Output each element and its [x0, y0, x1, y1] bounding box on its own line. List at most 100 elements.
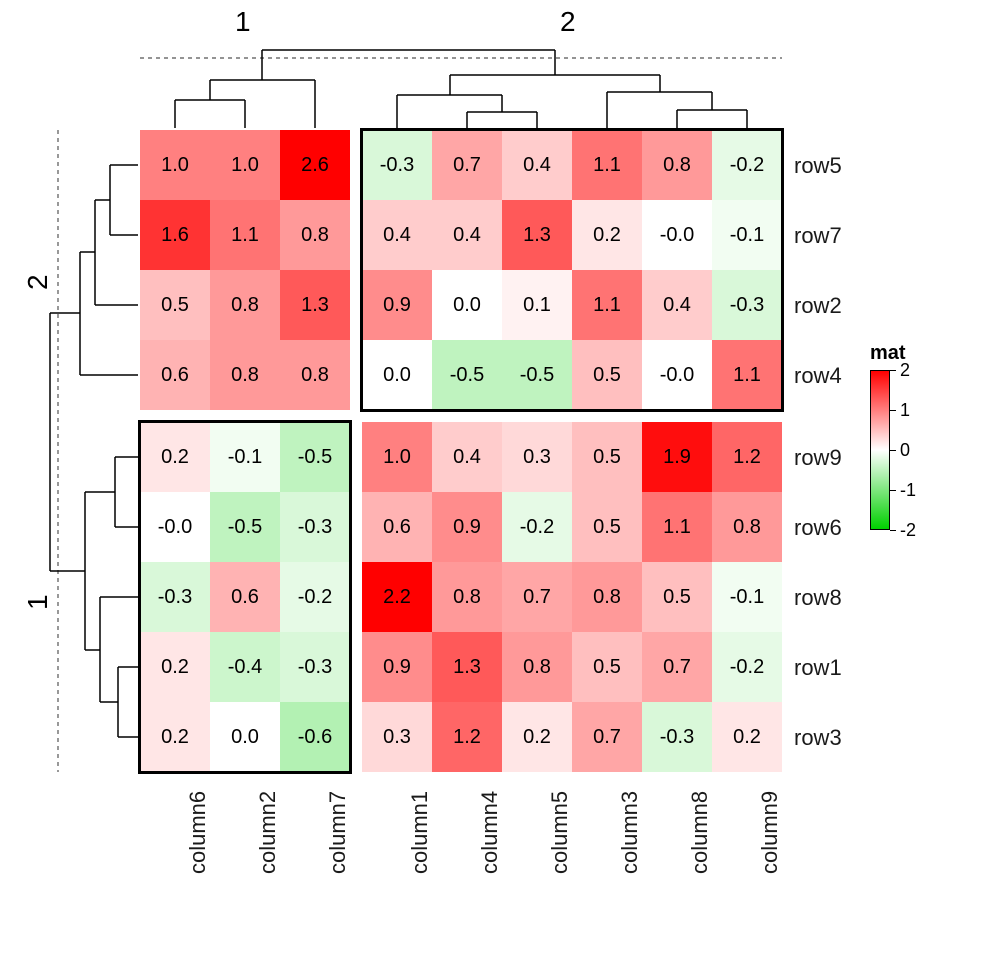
col-dendrogram — [140, 40, 782, 130]
heatmap-cell: 0.5 — [572, 340, 642, 410]
heatmap-cell: 0.4 — [362, 200, 432, 270]
col-label: column3 — [617, 791, 643, 874]
legend-tick-line — [890, 410, 896, 411]
heatmap-cell: -0.5 — [210, 492, 280, 562]
heatmap-cell: 0.5 — [572, 422, 642, 492]
heatmap-cell: 0.2 — [502, 702, 572, 772]
legend-tick-label: 2 — [900, 360, 910, 381]
heatmap-cell: 1.1 — [572, 270, 642, 340]
heatmap-cell: 0.8 — [572, 562, 642, 632]
heatmap-cell: 0.4 — [502, 130, 572, 200]
heatmap-cell: -0.3 — [362, 130, 432, 200]
heatmap-cell: 0.5 — [572, 492, 642, 562]
heatmap-cell: 0.9 — [362, 270, 432, 340]
legend-tick-label: 0 — [900, 440, 910, 461]
legend-tick-line — [890, 530, 896, 531]
heatmap-cell: 1.2 — [712, 422, 782, 492]
heatmap-cell: 0.3 — [362, 702, 432, 772]
heatmap-cell: 0.5 — [572, 632, 642, 702]
heatmap-cell: 2.2 — [362, 562, 432, 632]
heatmap-cell: 0.7 — [572, 702, 642, 772]
heatmap-body: 1.01.02.6-0.30.70.41.10.8-0.21.61.10.80.… — [140, 130, 782, 772]
heatmap-cell: 0.8 — [502, 632, 572, 702]
heatmap-cell: 0.6 — [140, 340, 210, 410]
heatmap-cell: 1.3 — [502, 200, 572, 270]
heatmap-cell: -0.3 — [712, 270, 782, 340]
heatmap-cell: 1.0 — [140, 130, 210, 200]
heatmap-cell: 0.4 — [432, 422, 502, 492]
heatmap-cell: -0.1 — [712, 200, 782, 270]
heatmap-cell: 0.0 — [362, 340, 432, 410]
heatmap-cell: -0.3 — [140, 562, 210, 632]
heatmap-cell: -0.5 — [502, 340, 572, 410]
heatmap-cell: -0.6 — [280, 702, 350, 772]
heatmap-cell: 0.7 — [432, 130, 502, 200]
heatmap-cell: -0.0 — [642, 200, 712, 270]
heatmap-cell: 0.5 — [140, 270, 210, 340]
heatmap-cell: 1.1 — [572, 130, 642, 200]
heatmap-cell: 1.3 — [432, 632, 502, 702]
heatmap-cell: 0.9 — [362, 632, 432, 702]
heatmap-cell: 0.8 — [210, 270, 280, 340]
heatmap-cell: -0.2 — [712, 632, 782, 702]
heatmap-cell: 0.1 — [502, 270, 572, 340]
row-label: row8 — [794, 585, 842, 611]
heatmap-cell: 1.9 — [642, 422, 712, 492]
heatmap-cell: -0.3 — [280, 632, 350, 702]
heatmap-cell: -0.5 — [280, 422, 350, 492]
heatmap-cell: -0.5 — [432, 340, 502, 410]
heatmap-cell: 0.4 — [432, 200, 502, 270]
row-dendrogram — [40, 130, 140, 772]
heatmap-cell: 0.2 — [140, 632, 210, 702]
heatmap-cell: 0.2 — [140, 702, 210, 772]
heatmap-cell: 1.0 — [362, 422, 432, 492]
col-cluster-label-2: 2 — [560, 6, 576, 38]
heatmap-cell: 0.2 — [572, 200, 642, 270]
heatmap-cell: -0.2 — [280, 562, 350, 632]
heatmap-cell: 1.2 — [432, 702, 502, 772]
heatmap-cell: 0.2 — [712, 702, 782, 772]
col-label: column6 — [185, 791, 211, 874]
heatmap-cell: -0.3 — [642, 702, 712, 772]
legend-tick-label: 1 — [900, 400, 910, 421]
heatmap-cell: 2.6 — [280, 130, 350, 200]
heatmap-cell: 0.3 — [502, 422, 572, 492]
heatmap-cell: -0.2 — [502, 492, 572, 562]
heatmap-cell: 0.8 — [712, 492, 782, 562]
heatmap-cell: 0.8 — [280, 200, 350, 270]
heatmap-cell: 0.2 — [140, 422, 210, 492]
row-label: row4 — [794, 363, 842, 389]
col-cluster-label-1: 1 — [235, 6, 251, 38]
heatmap-cell: 0.0 — [432, 270, 502, 340]
heatmap-cell: 1.1 — [210, 200, 280, 270]
heatmap-cell: 0.8 — [280, 340, 350, 410]
heatmap-cell: 1.0 — [210, 130, 280, 200]
col-label: column9 — [757, 791, 783, 874]
legend-tick-line — [890, 450, 896, 451]
row-label: row2 — [794, 293, 842, 319]
heatmap-cell: 0.5 — [642, 562, 712, 632]
legend-tick-line — [890, 370, 896, 371]
heatmap-cell: 0.7 — [502, 562, 572, 632]
col-label: column5 — [547, 791, 573, 874]
col-label: column2 — [255, 791, 281, 874]
row-label: row5 — [794, 153, 842, 179]
heatmap-cell: -0.4 — [210, 632, 280, 702]
col-label: column4 — [477, 791, 503, 874]
heatmap-cell: 0.8 — [432, 562, 502, 632]
legend-gradient — [870, 370, 890, 530]
col-label: column1 — [407, 791, 433, 874]
heatmap-cell: 0.6 — [362, 492, 432, 562]
row-label: row6 — [794, 515, 842, 541]
col-label: column8 — [687, 791, 713, 874]
legend-tick-label: -1 — [900, 480, 916, 501]
col-label: column7 — [325, 791, 351, 874]
row-label: row7 — [794, 223, 842, 249]
heatmap-cell: -0.1 — [712, 562, 782, 632]
heatmap-cell: 1.6 — [140, 200, 210, 270]
heatmap-cell: -0.0 — [140, 492, 210, 562]
heatmap-cell: 1.3 — [280, 270, 350, 340]
heatmap-cell: -0.3 — [280, 492, 350, 562]
legend-tick-label: -2 — [900, 520, 916, 541]
heatmap-cell: -0.1 — [210, 422, 280, 492]
